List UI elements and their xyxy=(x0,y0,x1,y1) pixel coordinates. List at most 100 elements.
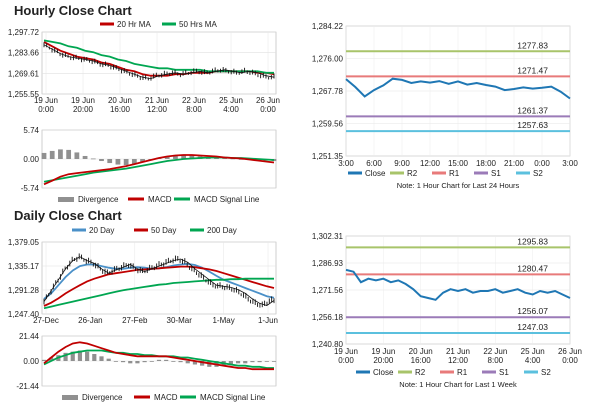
pivot-label-r1: 1280.47 xyxy=(517,263,548,273)
divergence-bar xyxy=(63,352,68,361)
legend-label: R1 xyxy=(449,169,460,178)
divergence-bar xyxy=(99,356,104,361)
divergence-bar xyxy=(70,351,75,361)
legend-label: Divergence xyxy=(82,393,123,402)
divergence-bar xyxy=(107,159,113,164)
divergence-bar xyxy=(189,155,195,159)
close-line xyxy=(43,44,275,80)
close-line xyxy=(43,256,275,306)
y-tick-label: 1,291.28 xyxy=(8,286,40,295)
divergence-bar xyxy=(92,354,97,361)
divergence-bar xyxy=(271,361,277,362)
divergence-bar xyxy=(222,157,228,159)
x-tick-label: 26 Jun 0:00 xyxy=(558,347,582,365)
daily-section-title: Daily Close Chart xyxy=(14,208,122,223)
y-tick-label: 1,284.22 xyxy=(312,22,344,31)
y-tick-label: 1,335.17 xyxy=(8,262,40,271)
x-tick-label: 20 Jun 16:00 xyxy=(409,347,433,365)
legend-label: Close xyxy=(365,169,386,178)
chart-note: Note: 1 Hour Chart for Last 24 Hours xyxy=(397,181,520,190)
x-tick-label: 19 Jun 20:00 xyxy=(371,347,395,365)
legend-label: MACD Signal Line xyxy=(194,195,260,204)
pivot-label-s1: 1256.07 xyxy=(517,306,548,316)
divergence-bar xyxy=(214,157,219,159)
y-tick-label: 1,271.56 xyxy=(312,286,344,295)
x-tick-label: 19 Jun 0:00 xyxy=(334,347,358,365)
daily-pivot-svg: 1,302.31 1,286.93 1,271.56 1,256.18 1,240.80… xyxy=(312,232,582,389)
hourly-section-title: Hourly Close Chart xyxy=(14,3,132,18)
close-line xyxy=(345,77,571,100)
x-tick-label: 21 Jun 12:00 xyxy=(446,347,470,365)
divergence-bar xyxy=(120,361,126,363)
divergence-bar xyxy=(271,159,277,162)
y-tick-label: 5.74 xyxy=(23,126,39,135)
y-tick-label: 1,267.78 xyxy=(312,87,344,96)
divergence-bar xyxy=(140,159,145,163)
legend-label: R2 xyxy=(415,368,426,377)
y-tick-label: 1,251.35 xyxy=(312,152,344,161)
divergence-bar xyxy=(257,361,262,363)
pivot-label-s2: 1257.63 xyxy=(517,120,548,130)
legend-swatch xyxy=(58,197,74,202)
pivot-label-s1: 1261.37 xyxy=(517,105,548,115)
divergence-bar xyxy=(82,155,88,159)
y-tick-label: 1,283.66 xyxy=(8,49,40,58)
y-tick-label: 0.00 xyxy=(23,357,39,366)
x-tick-label: 26 Jun 0:00 xyxy=(256,96,280,114)
y-tick-label: 0.00 xyxy=(23,155,39,164)
series-line-200-day xyxy=(43,277,274,310)
x-tick-label: 21 Jun 12:00 xyxy=(145,96,169,114)
divergence-bar xyxy=(135,361,140,364)
legend-label: MACD Signal Line xyxy=(200,393,266,402)
legend-label: S2 xyxy=(541,368,551,377)
pivot-label-s2: 1247.03 xyxy=(517,322,548,332)
legend-label: S1 xyxy=(491,169,501,178)
divergence-bar xyxy=(250,361,255,363)
divergence-bar xyxy=(264,361,269,362)
pivot-label-r2: 1277.83 xyxy=(517,40,548,50)
x-tick-label: 9:00 xyxy=(394,159,410,168)
x-tick-label: 27-Dec xyxy=(33,316,59,325)
x-tick-label: 15:00 xyxy=(448,159,469,168)
divergence-bar xyxy=(113,361,118,362)
x-tick-label: 25 Jun 4:00 xyxy=(219,96,243,114)
macd-line xyxy=(43,154,275,186)
hourly-pivot-svg: 1,284.22 1,276.00 1,267.78 1,259.56 1,251.35… xyxy=(312,22,578,190)
legend-label: MACD xyxy=(148,195,172,204)
legend-label: 200 Day xyxy=(207,226,237,235)
legend-label: Close xyxy=(373,368,394,377)
legend-label: 50 Hrs MA xyxy=(179,20,217,29)
x-tick-label: 19 Jun 0:00 xyxy=(34,96,58,114)
x-tick-label: 19 Jun 20:00 xyxy=(71,96,95,114)
divergence-bar xyxy=(77,350,83,361)
pivot-label-r1: 1271.47 xyxy=(517,65,548,75)
divergence-bar xyxy=(49,357,54,361)
x-tick-label: 1-May xyxy=(212,316,234,325)
y-tick-label: 1,247.40 xyxy=(8,310,40,319)
divergence-bar xyxy=(41,359,47,361)
divergence-bar xyxy=(185,361,190,364)
daily-macd-chart: 21.44 0.00 -21.44 Divergence MACD MACD Signal… xyxy=(0,330,290,413)
divergence-bar xyxy=(192,361,198,365)
divergence-bar xyxy=(90,158,96,160)
x-tick-label: 1-Jun xyxy=(258,316,278,325)
legend-label: 50 Day xyxy=(151,226,176,235)
x-tick-label: 18:00 xyxy=(476,159,497,168)
chart-note: Note: 1 Hour Chart for Last 1 Week xyxy=(399,380,517,389)
legend-label: S2 xyxy=(533,169,543,178)
y-tick-label: 1,276.00 xyxy=(312,55,344,64)
x-tick-label: 3:00 xyxy=(338,159,354,168)
x-tick-label: 20 Jun 16:00 xyxy=(108,96,132,114)
signal-line xyxy=(43,156,275,183)
x-tick-label: 6:00 xyxy=(366,159,382,168)
divergence-bar xyxy=(164,359,169,361)
divergence-bar xyxy=(228,361,233,365)
divergence-bar xyxy=(41,152,47,159)
x-tick-label: 25 Jun 4:00 xyxy=(521,347,545,365)
divergence-bar xyxy=(156,359,162,361)
y-tick-label: 21.44 xyxy=(19,332,40,341)
divergence-bar xyxy=(123,159,129,166)
y-tick-label: -5.74 xyxy=(21,184,40,193)
